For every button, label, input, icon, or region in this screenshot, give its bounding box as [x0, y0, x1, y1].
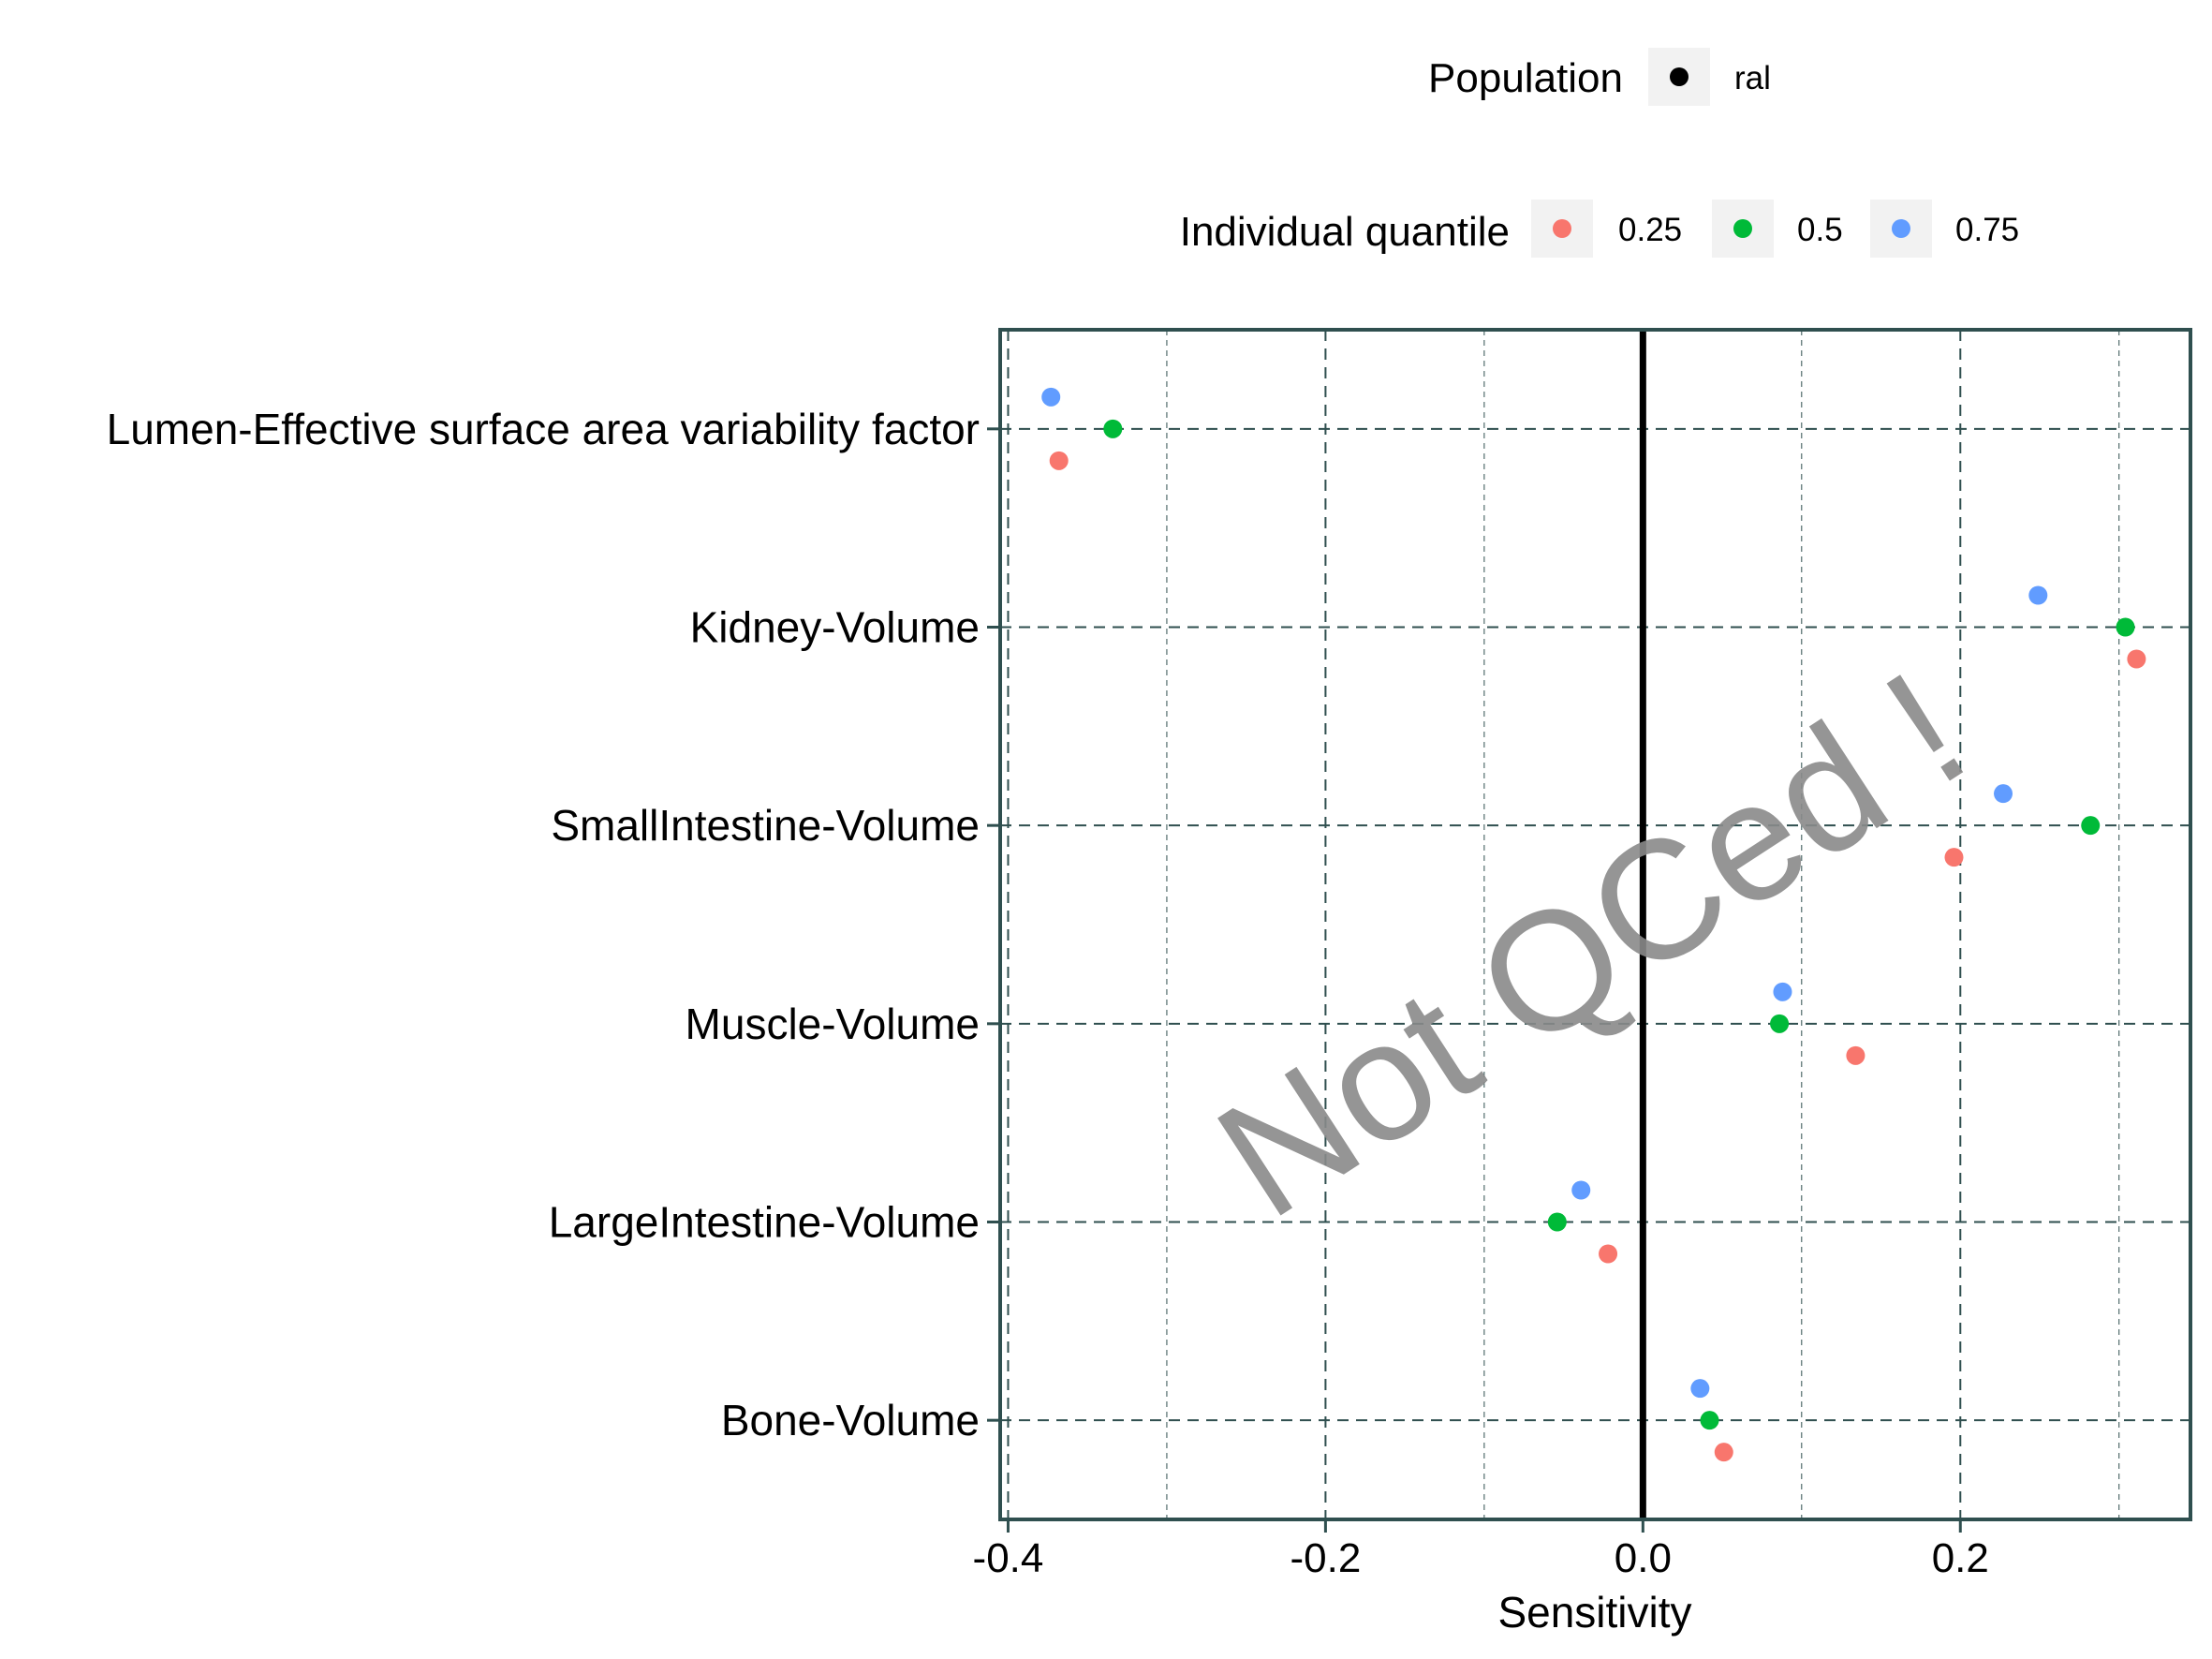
- y-tick-label: Lumen-Effective surface area variability…: [107, 405, 980, 453]
- data-point-q0.25: [1714, 1443, 1733, 1462]
- x-axis: -0.4 -0.2 0.0 0.2: [973, 1519, 1989, 1581]
- y-tick-label: Muscle-Volume: [686, 1000, 980, 1048]
- data-point-q0.75: [1994, 784, 2013, 804]
- x-tick-label: 0.0: [1615, 1535, 1672, 1581]
- legend-quantile-key: [1733, 219, 1752, 238]
- y-tick-label: LargeIntestine-Volume: [549, 1198, 980, 1247]
- legend-population-title: Population: [1428, 55, 1623, 101]
- legend-quantile-label: 0.25: [1618, 212, 1682, 248]
- legend-quantile-title: Individual quantile: [1180, 209, 1510, 255]
- legend-quantile-label: 0.75: [1955, 212, 2019, 248]
- legend-quantile-key: [1892, 219, 1910, 238]
- data-point-q0.75: [2028, 585, 2048, 605]
- data-point-q0.75: [1571, 1180, 1591, 1200]
- plot-area: Not QCed !: [998, 328, 2192, 1521]
- data-point-q0.75: [1773, 982, 1792, 1001]
- legend-population: Population ral: [1428, 48, 1771, 106]
- legend-quantile-key: [1553, 219, 1571, 238]
- data-point-q0.25: [1049, 451, 1069, 470]
- data-point-q0.5: [2081, 816, 2101, 836]
- y-tick-label: Bone-Volume: [721, 1396, 980, 1444]
- data-point-q0.5: [1547, 1212, 1567, 1232]
- x-tick-label: -0.4: [973, 1535, 1044, 1581]
- data-point-q0.25: [1944, 848, 1964, 867]
- x-axis-title: Sensitivity: [1497, 1588, 1691, 1637]
- y-axis: Lumen-Effective surface area variability…: [107, 405, 1000, 1444]
- data-point-q0.75: [1041, 387, 1061, 407]
- data-point-q0.5: [1103, 419, 1123, 438]
- panel-border: [998, 328, 2192, 1521]
- legend-population-key: [1670, 67, 1688, 86]
- data-point-q0.25: [1846, 1045, 1865, 1065]
- x-tick-label: 0.2: [1932, 1535, 1989, 1581]
- data-point-q0.5: [1770, 1014, 1790, 1033]
- legend-quantile: Individual quantile 0.25 0.5 0.75: [1180, 200, 2019, 258]
- data-point-q0.5: [1700, 1411, 1719, 1430]
- y-tick-label: Kidney-Volume: [690, 603, 980, 652]
- legend-population-label: ral: [1734, 60, 1771, 96]
- watermark-text: Not QCed !: [1187, 636, 1997, 1253]
- data-point-q0.25: [2127, 649, 2146, 669]
- legend-quantile-label: 0.5: [1797, 212, 1843, 248]
- data-point-q0.5: [2116, 617, 2135, 637]
- data-point-q0.25: [1599, 1244, 1618, 1264]
- x-tick-label: -0.2: [1290, 1535, 1361, 1581]
- data-point-q0.75: [1690, 1379, 1710, 1399]
- y-tick-label: SmallIntestine-Volume: [551, 801, 980, 850]
